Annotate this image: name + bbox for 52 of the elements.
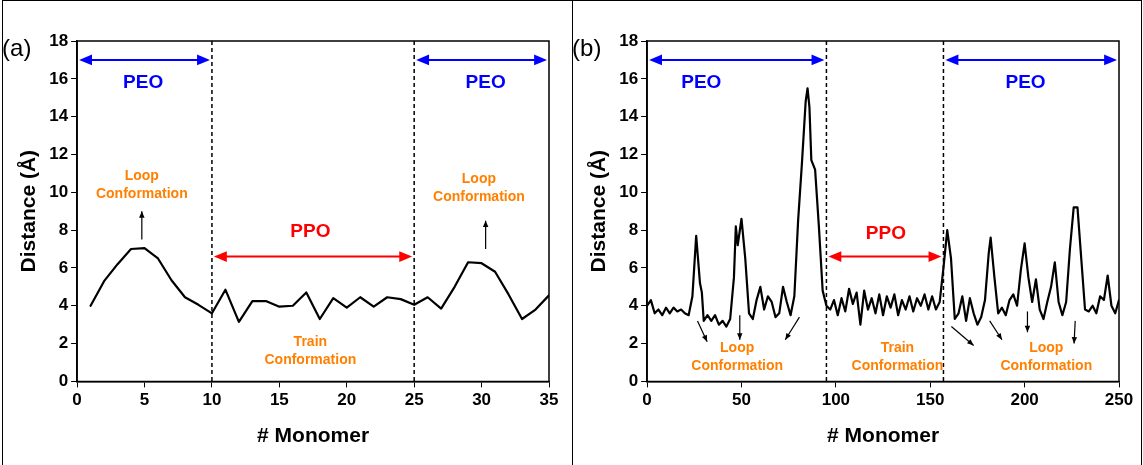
y-tick-label: 4: [628, 295, 639, 315]
y-tick-label: 12: [619, 144, 639, 164]
x-tick-label: 35: [539, 390, 559, 410]
x-tick-label: 30: [472, 390, 492, 410]
y-tick-label: 10: [619, 181, 639, 201]
x-tick-label: 250: [1104, 390, 1134, 410]
y-tick-label: 8: [58, 219, 69, 239]
x-tick-label: 25: [404, 390, 424, 410]
annotation: Loop Conformation: [433, 170, 525, 205]
x-axis-title: # Monomer: [827, 423, 940, 447]
y-tick-label: 16: [49, 68, 69, 88]
y-tick-label: 6: [628, 257, 639, 277]
y-tick-label: 4: [58, 295, 69, 315]
y-tick-label: 18: [49, 30, 69, 50]
annotation: Loop Conformation: [95, 166, 188, 201]
chart-title: (a): [2, 33, 32, 61]
annotation: Loop Conformation: [691, 338, 784, 373]
y-tick-label: 6: [58, 257, 69, 277]
y-tick-label: 8: [628, 219, 639, 239]
y-axis-title: Distance (Å): [586, 149, 610, 273]
y-tick-label: 14: [619, 106, 639, 126]
annotation: Train Conformation: [851, 338, 944, 373]
x-tick-label: 50: [732, 390, 751, 410]
x-tick-label: 200: [1010, 390, 1039, 410]
annotation: Train Conformation: [264, 333, 357, 367]
y-tick-label: 2: [628, 333, 639, 353]
chart-title: (b): [572, 33, 602, 61]
x-axis-title: # Monomer: [257, 423, 370, 447]
x-tick-label: 0: [72, 390, 82, 410]
x-tick-label: 5: [139, 390, 150, 410]
annotation: PPO: [290, 220, 331, 242]
y-axis-title: Distance (Å): [16, 149, 40, 273]
annotation: PEO: [465, 70, 506, 92]
x-tick-label: 150: [916, 390, 945, 410]
y-tick-label: 0: [58, 371, 69, 391]
y-tick-label: 0: [628, 371, 639, 391]
annotation: Loop Conformation: [1000, 338, 1093, 373]
y-tick-label: 12: [49, 144, 69, 164]
x-tick-label: 15: [269, 390, 289, 410]
annotation: PEO: [1005, 70, 1046, 92]
annotation: PEO: [123, 70, 164, 92]
annotation: PPO: [865, 222, 906, 244]
x-tick-label: 100: [821, 390, 851, 410]
y-tick-label: 18: [619, 30, 639, 50]
y-tick-label: 10: [49, 181, 69, 201]
x-tick-label: 20: [337, 390, 357, 410]
annotation: PEO: [681, 70, 722, 92]
y-tick-label: 16: [619, 68, 639, 88]
y-tick-label: 14: [49, 106, 69, 126]
y-tick-label: 2: [58, 333, 69, 353]
x-tick-label: 10: [202, 390, 222, 410]
x-tick-label: 0: [642, 390, 652, 410]
